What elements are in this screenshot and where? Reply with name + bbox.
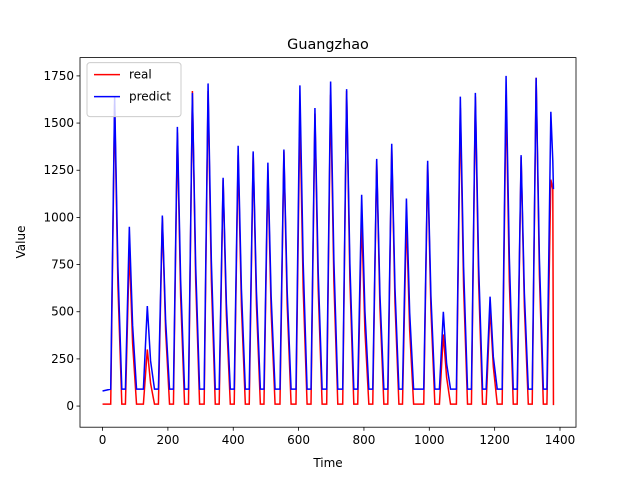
x-axis-label: Time <box>312 456 342 470</box>
legend-label: real <box>129 68 152 82</box>
x-tick-label: 400 <box>222 433 245 447</box>
x-tick-label: 1400 <box>545 433 576 447</box>
y-tick-label: 1750 <box>43 69 74 83</box>
y-tick-label: 1000 <box>43 210 74 224</box>
x-tick-label: 200 <box>156 433 179 447</box>
legend-label: predict <box>129 90 171 104</box>
x-tick-label: 600 <box>287 433 310 447</box>
y-tick-label: 1500 <box>43 116 74 130</box>
y-tick-label: 250 <box>51 352 74 366</box>
y-axis-label: Value <box>14 226 28 259</box>
x-tick-label: 1000 <box>414 433 445 447</box>
x-tick-label: 800 <box>352 433 375 447</box>
plot-frame <box>79 57 577 428</box>
y-tick-label: 750 <box>51 258 74 272</box>
series-line <box>102 75 555 392</box>
y-tick-label: 500 <box>51 305 74 319</box>
y-tick-label: 1250 <box>43 163 74 177</box>
y-tick-label: 0 <box>66 399 74 413</box>
x-tick-label: 0 <box>99 433 107 447</box>
chart-title: Guangzhao <box>287 37 369 53</box>
x-tick-label: 1200 <box>479 433 510 447</box>
legend-box <box>86 62 182 118</box>
